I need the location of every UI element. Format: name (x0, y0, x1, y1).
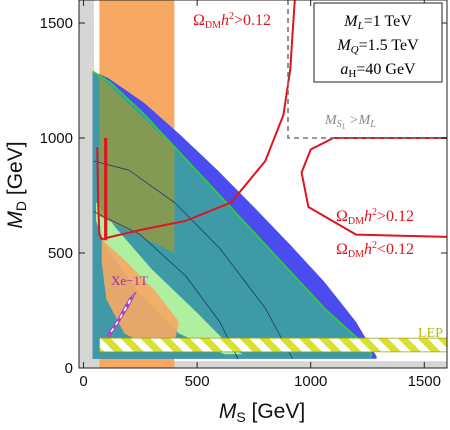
green-boundary-line (92, 70, 373, 356)
relic-contour-top (96, 0, 296, 241)
lep-label: LEP (418, 326, 443, 341)
legend-row-mq: MQ=1.5 TeV (336, 37, 419, 56)
x-tick-label: 500 (185, 373, 210, 390)
x-tick-label: 0 (79, 373, 87, 390)
xenon-region (108, 291, 137, 340)
parameter-legend: ML=1 TeV MQ=1.5 TeV aH=40 GeV (313, 2, 443, 83)
y-tick-label: 1500 (40, 15, 73, 32)
y-axis-title: MD [GeV] (4, 141, 29, 228)
lep-band (99, 337, 447, 353)
x-tick-label: 1500 (408, 373, 441, 390)
orange-low-region (101, 239, 179, 348)
ms1-ml-label: MS1 >ML (324, 113, 376, 131)
y-tick-label: 1000 (40, 130, 73, 147)
y-tick-label: 500 (48, 245, 73, 262)
legend-row-ml: ML=1 TeV (343, 13, 412, 32)
relic-label-top: ΩDMh2>0.12 (193, 11, 271, 31)
relic-contour-spike (104, 138, 108, 241)
x-tick-label: 1000 (294, 373, 327, 390)
xenon-label: Xe−1T (111, 273, 148, 288)
dashed-boundary (287, 0, 447, 139)
legend-row-ah: aH=40 GeV (340, 61, 416, 80)
iso-contour-0 (93, 160, 293, 359)
overlap-region (99, 75, 175, 254)
legend-frame (313, 2, 443, 83)
x-axis-title: MS [GeV] (219, 400, 305, 425)
y-tick-label: 0 (65, 360, 73, 377)
relic-label-right-lower: ΩDMh2<0.12 (336, 240, 414, 260)
relic-label-right-upper: ΩDMh2>0.12 (336, 207, 414, 227)
plot-frame (78, 0, 448, 369)
iso-contour-1 (93, 211, 239, 359)
